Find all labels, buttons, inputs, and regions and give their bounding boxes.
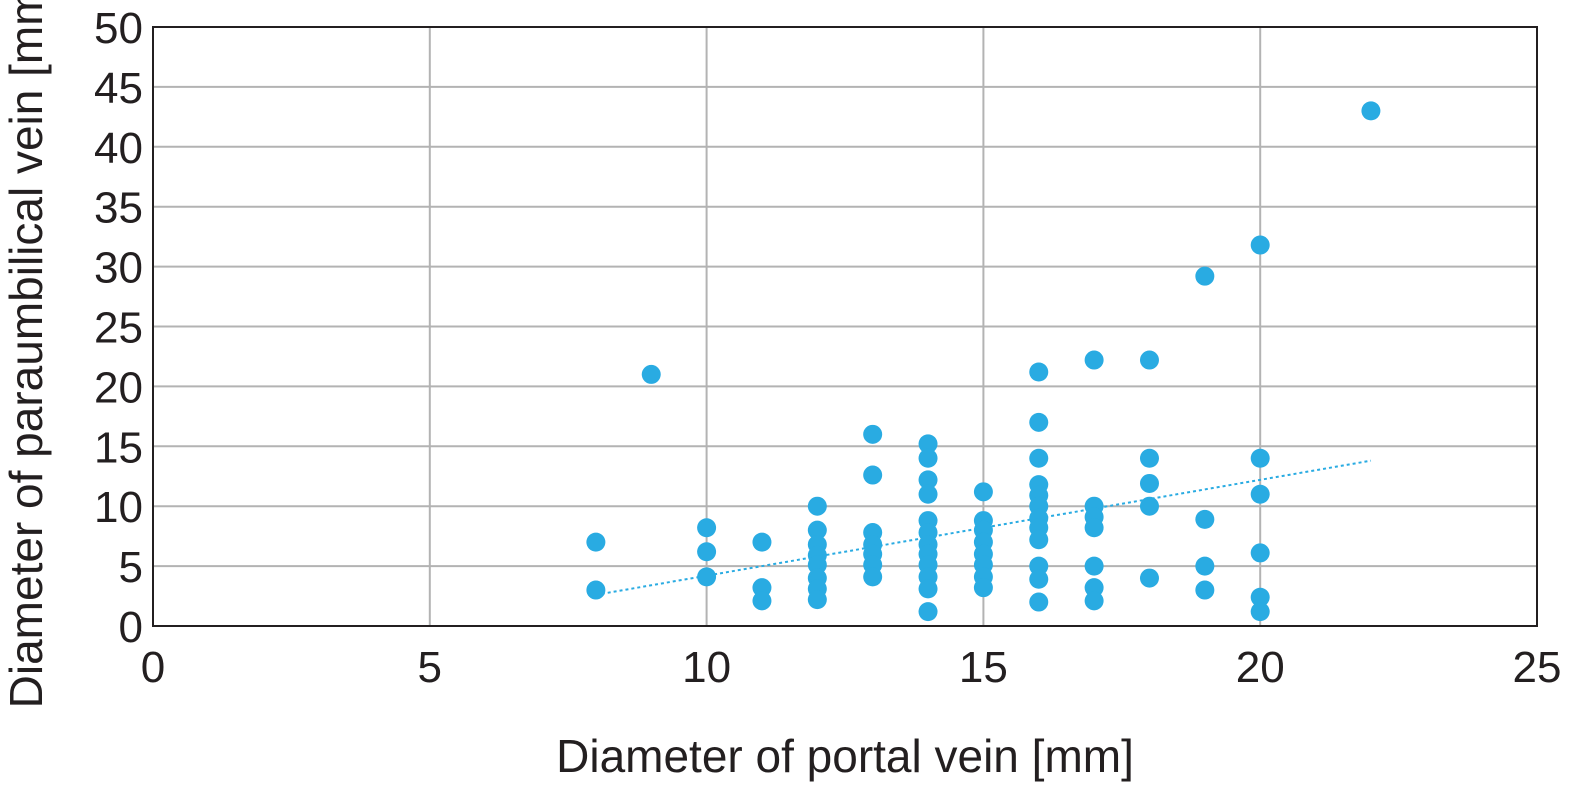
- data-point: [752, 532, 772, 552]
- grid: [153, 27, 1537, 626]
- data-point: [1195, 509, 1215, 529]
- data-point: [863, 424, 883, 444]
- data-point: [1029, 362, 1049, 382]
- y-tick-label: 0: [119, 603, 143, 652]
- data-point: [973, 578, 993, 598]
- y-tick-label: 15: [94, 423, 143, 472]
- y-tick-label: 35: [94, 184, 143, 233]
- data-point: [697, 542, 717, 562]
- data-point: [752, 591, 772, 611]
- x-tick-label: 10: [682, 643, 731, 692]
- data-point: [918, 434, 938, 454]
- data-point: [1029, 412, 1049, 432]
- data-point: [1250, 484, 1270, 504]
- data-point: [586, 580, 606, 600]
- data-point: [973, 482, 993, 502]
- data-point: [1084, 518, 1104, 538]
- plot-frame: [152, 26, 1538, 627]
- data-point: [863, 465, 883, 485]
- data-point: [863, 567, 883, 587]
- data-point: [1250, 602, 1270, 622]
- data-point: [752, 578, 772, 598]
- data-point: [1250, 448, 1270, 468]
- data-point: [697, 567, 717, 587]
- y-tick-label: 30: [94, 244, 143, 293]
- data-point: [918, 448, 938, 468]
- data-point: [807, 496, 827, 516]
- data-point: [1195, 580, 1215, 600]
- y-tick-label: 25: [94, 304, 143, 353]
- data-point: [918, 579, 938, 599]
- x-tick-label: 20: [1236, 643, 1285, 692]
- data-point: [918, 484, 938, 504]
- data-point: [918, 602, 938, 622]
- x-tick-label: 15: [959, 643, 1008, 692]
- data-point: [807, 555, 827, 575]
- y-tick-label: 50: [94, 4, 143, 53]
- data-point: [697, 518, 717, 538]
- data-point: [1250, 587, 1270, 607]
- y-tick-label: 40: [94, 124, 143, 173]
- x-axis-ticks: 0 5 10 15 20 25: [141, 643, 1562, 692]
- data-point: [918, 470, 938, 490]
- data-point: [1139, 448, 1159, 468]
- data-point: [641, 364, 661, 384]
- trendline: [595, 459, 1372, 596]
- data-point: [1250, 235, 1270, 255]
- data-point: [1084, 578, 1104, 598]
- y-axis-title: Diameter of paraumbilical vein [mm]: [0, 0, 52, 708]
- data-point: [1139, 473, 1159, 493]
- y-tick-label: 45: [94, 64, 143, 113]
- data-point: [1029, 592, 1049, 612]
- x-axis-title: Diameter of portal vein [mm]: [556, 730, 1134, 782]
- data-point: [807, 520, 827, 540]
- data-point: [1250, 543, 1270, 563]
- data-point: [1029, 556, 1049, 576]
- data-point: [586, 532, 606, 552]
- data-point: [1139, 350, 1159, 370]
- y-tick-label: 20: [94, 363, 143, 412]
- data-point: [1139, 496, 1159, 516]
- data-point: [1084, 556, 1104, 576]
- data-point: [807, 590, 827, 610]
- x-tick-label: 5: [418, 643, 442, 692]
- y-tick-label: 10: [94, 483, 143, 532]
- data-point: [1029, 530, 1049, 550]
- y-axis-ticks: 0 5 10 15 20 25 30 35 40 45 50: [94, 4, 143, 652]
- data-points: [586, 101, 1381, 622]
- data-point: [1361, 101, 1381, 121]
- y-tick-label: 5: [119, 543, 143, 592]
- data-point: [1084, 350, 1104, 370]
- data-point: [1084, 591, 1104, 611]
- data-point: [1139, 568, 1159, 588]
- data-point: [1029, 448, 1049, 468]
- data-point: [1195, 266, 1215, 286]
- data-point: [1195, 556, 1215, 576]
- data-point: [1029, 569, 1049, 589]
- x-tick-label: 25: [1513, 643, 1562, 692]
- x-tick-label: 0: [141, 643, 165, 692]
- trendline-group: [595, 459, 1372, 596]
